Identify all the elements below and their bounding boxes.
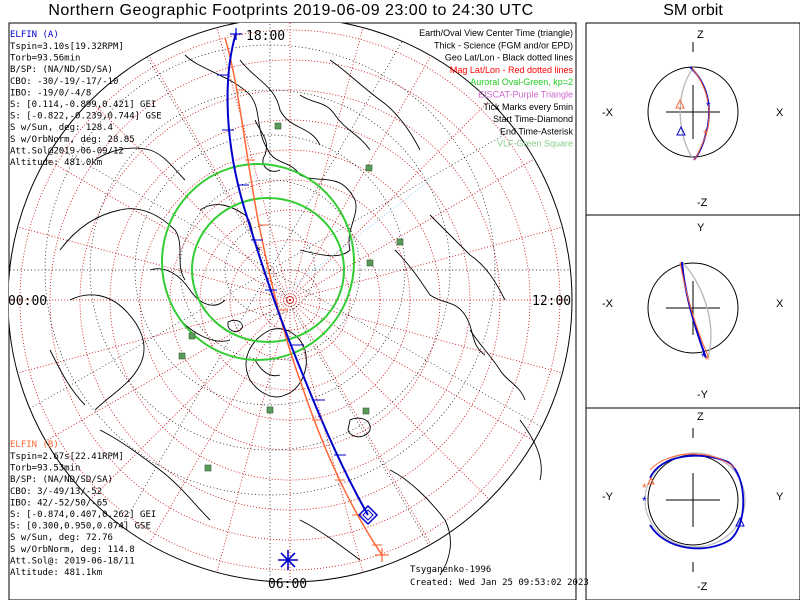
- orbit-orange: [691, 67, 710, 161]
- info-line: S: [0.114,-0.899,0.421] GEI: [10, 100, 156, 110]
- panel2-bottom-label: -Y: [697, 389, 709, 401]
- orbit-gray: [679, 66, 695, 158]
- info-line: S w/OrbNorm, deg: 114.8: [10, 545, 135, 555]
- model-credit: Tsyganenko-1996: [410, 565, 491, 575]
- vlf-stations: [178, 122, 404, 472]
- legend-item: End Time-Asterisk: [500, 126, 574, 136]
- panel1-bottom-label: -Z: [697, 197, 708, 209]
- panel1-right-label: X: [776, 107, 784, 119]
- orbit-orange: [649, 453, 736, 471]
- elfin-b-header: ELFIN (B): [10, 440, 59, 450]
- info-line: CBO: 3/-49/13/-52: [10, 487, 102, 497]
- orbit-gray: [644, 452, 746, 548]
- legend-item: EISCAT-Purple Triangle: [478, 90, 573, 100]
- info-line: IBO: -19/0/-4/8: [10, 88, 91, 98]
- panel2-right-label: X: [776, 298, 784, 310]
- earth-circle: [647, 66, 739, 158]
- blue-asterisk: *: [642, 494, 647, 508]
- elfin-a-header: ELFIN (A): [10, 30, 59, 40]
- legend-item: Auroral Oval-Green, kp=2: [470, 77, 573, 87]
- orbit-blue: [649, 454, 745, 550]
- orange-asterisk: *: [642, 481, 647, 495]
- elfin-a-track: [226, 32, 369, 516]
- polar-map: [9, 23, 573, 583]
- blue-asterisk: *: [706, 99, 711, 113]
- orbit-panel-xz: * * Z -Z -X X: [602, 29, 784, 209]
- info-line: S: [0.300,0.950,0.074] GSE: [10, 522, 151, 532]
- elfin-b-ticks: [236, 89, 382, 546]
- info-line: Altitude: 481.0km: [10, 158, 102, 168]
- elfin-a-end-asterisk: [278, 550, 298, 570]
- orbit-frame: [585, 22, 800, 600]
- orbit-gray: [681, 261, 712, 359]
- elfin-a-start-marker: [230, 28, 242, 40]
- elfin-b-info: ELFIN (B) Tspin=2.67s[22.41RPM] Torb=93.5…: [10, 440, 156, 578]
- info-line: Altitude: 481.1km: [10, 568, 102, 578]
- panel3-right-label: Y: [776, 491, 784, 503]
- orbit-panel-xy: * * Y -Y -X X: [602, 222, 784, 401]
- legend: Earth/Oval View Center Time (triangle) Th…: [419, 28, 573, 149]
- info-line: Att.Sol@: 2019-06-18/11: [10, 556, 135, 566]
- orange-triangle: [647, 476, 655, 485]
- orbit-orange: [679, 261, 709, 357]
- legend-item: VLF-Green Square: [497, 139, 573, 149]
- elfin-a-info: ELFIN (A) Tspin=3.10s[19.32RPM] Torb=93.5…: [10, 30, 162, 168]
- info-line: CBO: -30/-19/-17/-10: [10, 77, 118, 87]
- info-line: S w/Sun, deg: 72.76: [10, 533, 113, 543]
- info-line: Torb=93.56min: [10, 54, 80, 64]
- info-line: S: [-0.874,0.407,0.262] GEI: [10, 510, 156, 520]
- elfin-a-start-diamond: [357, 504, 379, 526]
- panel3-left-label: -Y: [602, 491, 614, 503]
- orbit-blue: [681, 261, 707, 359]
- panel2-left-label: -X: [602, 298, 614, 310]
- time-label-left: 00:00: [8, 294, 47, 309]
- orbit-panel-yz: * * Z -Z -Y Y: [602, 411, 784, 593]
- legend-item: Thick - Science (FGM and/or EPD): [434, 40, 573, 50]
- info-line: Tspin=2.67s[22.41RPM]: [10, 452, 124, 462]
- time-label-bottom: 06:00: [268, 577, 307, 592]
- panel1-top-label: Z: [697, 29, 704, 41]
- panel1-left-label: -X: [602, 107, 614, 119]
- elfin-b-end-asterisk: [375, 548, 389, 562]
- elfin-a-ticks: [217, 74, 346, 456]
- info-line: B/SP: (NA/ND/SD/SA): [10, 475, 113, 485]
- legend-item: Earth/Oval View Center Time (triangle): [419, 28, 573, 38]
- info-line: S w/OrbNorm, deg: 28.85: [10, 135, 135, 145]
- time-label-right: 12:00: [532, 294, 571, 309]
- blue-triangle: [676, 125, 686, 136]
- info-line: Torb=93.53min: [10, 464, 80, 474]
- legend-item: Tick Marks every 5min: [483, 102, 573, 112]
- orange-triangle: [675, 98, 685, 109]
- info-line: S w/Sun, deg: 128.4: [10, 123, 113, 133]
- orange-asterisk: *: [703, 127, 708, 141]
- info-line: B/SP: (NA/ND/SD/SA): [10, 65, 113, 75]
- mag-grid: [9, 23, 572, 582]
- info-line: S: [-0.822,-0.239,0.744] GSE: [10, 112, 162, 122]
- legend-item: Start Time-Diamond: [493, 114, 573, 124]
- info-line: IBO: 42/-52/50/-65: [10, 498, 108, 508]
- plot-title: Northern Geographic Footprints 2019-06-0…: [48, 2, 534, 19]
- created-credit: Created: Wed Jan 25 09:53:02 2023: [410, 578, 589, 588]
- info-line: Att.Sol@2019-06-09/12: [10, 146, 124, 156]
- panel3-top-label: Z: [697, 411, 704, 423]
- auroral-oval-outer: [161, 163, 355, 361]
- info-line: Tspin=3.10s[19.32RPM]: [10, 42, 124, 52]
- legend-item: Geo Lat/Lon - Black dotted lines: [445, 53, 574, 63]
- blue-asterisk: *: [701, 350, 706, 364]
- legend-item: Mag Lat/Lon - Red dotted lines: [450, 65, 574, 75]
- panel2-top-label: Y: [697, 222, 705, 234]
- earth-circle: [647, 262, 739, 354]
- time-label-top: 18:00: [246, 29, 285, 44]
- orbit-title: SM orbit: [663, 2, 723, 19]
- panel3-bottom-label: -Z: [697, 581, 708, 593]
- orange-asterisk: *: [705, 353, 710, 367]
- auroral-oval-inner: [191, 197, 345, 343]
- blue-triangle: [735, 516, 745, 527]
